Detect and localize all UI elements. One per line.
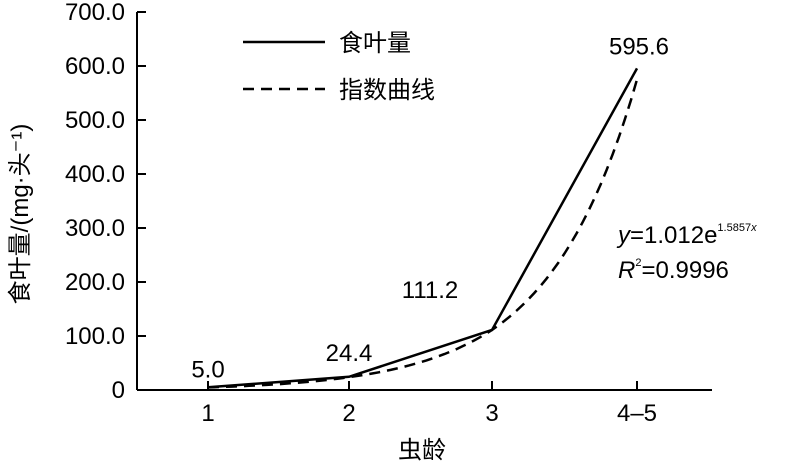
y-tick-label: 400.0 — [65, 161, 125, 188]
legend-label-series-2: 指数曲线 — [339, 77, 435, 104]
data-label: 111.2 — [402, 277, 459, 304]
x-tick-label: 3 — [485, 400, 498, 427]
r-squared-text: R2=0.9996 — [618, 257, 729, 284]
x-tick-label: 2 — [342, 400, 355, 427]
series — [207, 67, 639, 389]
data-label: 24.4 — [326, 340, 373, 367]
data-labels: 5.0 24.4 111.2 595.6 — [191, 33, 669, 383]
y-tick-label: 300.0 — [65, 215, 125, 242]
y-tick-label: 100.0 — [65, 323, 125, 350]
ticks: 0 100.0 200.0 300.0 400.0 500.0 600.0 700.0 1 2 3 4… — [65, 0, 657, 427]
data-label: 595.6 — [609, 33, 669, 60]
x-tick-label: 4–5 — [617, 400, 657, 427]
x-axis-title: 虫龄 — [398, 437, 446, 464]
legend-label-series-1: 食叶量 — [339, 30, 411, 57]
x-tick-label: 1 — [201, 400, 214, 427]
series-line-observed — [207, 67, 639, 389]
y-tick-label: 500.0 — [65, 107, 125, 134]
equation-annotation: y=1.012e1.5857x R2=0.9996 — [616, 222, 757, 284]
data-label: 5.0 — [191, 356, 224, 383]
y-tick-label: 700.0 — [65, 0, 125, 26]
y-tick-label: 200.0 — [65, 269, 125, 296]
equation-text: y=1.012e1.5857x — [616, 222, 757, 249]
y-tick-label: 0 — [112, 377, 125, 404]
legend: 食叶量 指数曲线 — [243, 30, 435, 104]
series-line-exponential — [207, 79, 639, 389]
y-axis-title: 食叶量/(mg·头⁻¹) — [7, 124, 34, 305]
axes — [136, 12, 712, 391]
y-tick-label: 600.0 — [65, 53, 125, 80]
